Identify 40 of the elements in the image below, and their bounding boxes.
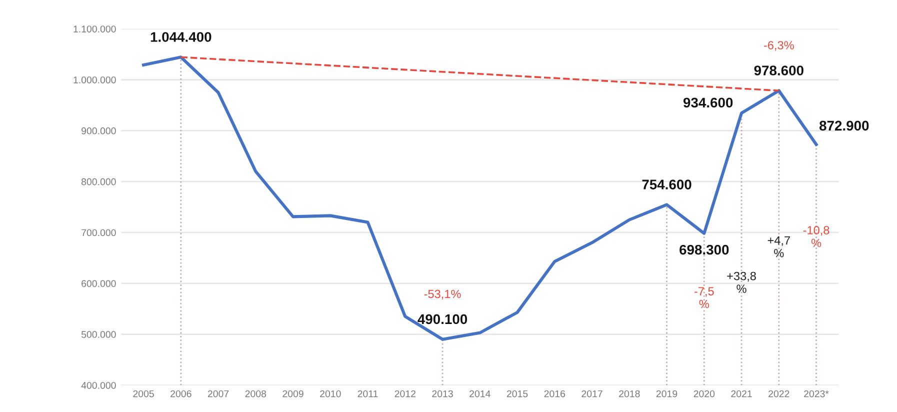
data-label: 978.600 (754, 66, 804, 76)
y-tick-label: 700.000 (82, 229, 116, 236)
x-tick-label: 2023* (804, 390, 829, 398)
x-tick-label: 2011 (358, 390, 378, 398)
x-tick-label: 2006 (170, 390, 192, 398)
annotation: -10,8 % (803, 226, 830, 248)
x-tick-label: 2005 (133, 390, 154, 398)
x-tick-label: 2009 (282, 390, 304, 398)
annotation: -6,3% (764, 41, 794, 51)
data-label: 698.300 (680, 244, 729, 255)
x-tick-label: 2014 (470, 390, 490, 398)
y-tick-label: 800.000 (82, 178, 116, 186)
x-tick-label: 2022 (768, 390, 790, 398)
data-label: 1.044.400 (150, 32, 212, 42)
x-tick-label: 2020 (694, 390, 715, 398)
x-tick-label: 2008 (245, 390, 266, 398)
y-tick-label: 900.000 (82, 127, 116, 134)
x-tick-label: 2012 (394, 390, 416, 398)
y-tick-label: 1.000.000 (74, 76, 116, 84)
y-tick-label: 400.000 (81, 382, 116, 389)
data-label: 754.600 (642, 180, 692, 190)
data-label: 872.900 (819, 120, 869, 131)
data-label: 934.600 (683, 98, 733, 108)
annotation: +4,7 % (768, 236, 790, 258)
x-tick-label: 2015 (506, 390, 528, 398)
y-tick-label: 500.000 (81, 331, 116, 338)
annotation: -7,5 % (694, 287, 714, 308)
y-tick-label: 600.000 (82, 280, 116, 288)
x-tick-label: 2016 (544, 390, 566, 398)
y-tick-label: 1.100.000 (74, 26, 116, 32)
x-tick-label: 2007 (208, 390, 229, 398)
x-tick-label: 2021 (731, 390, 752, 398)
x-tick-label: 2017 (582, 390, 602, 398)
x-tick-label: 2018 (619, 390, 640, 398)
x-tick-label: 2013 (432, 390, 453, 398)
x-tick-label: 2010 (320, 390, 341, 398)
x-tick-label: 2019 (656, 390, 678, 398)
annotation: +33,8 % (727, 272, 756, 293)
data-label: 490.100 (418, 314, 468, 324)
annotation: -53,1% (424, 290, 461, 300)
